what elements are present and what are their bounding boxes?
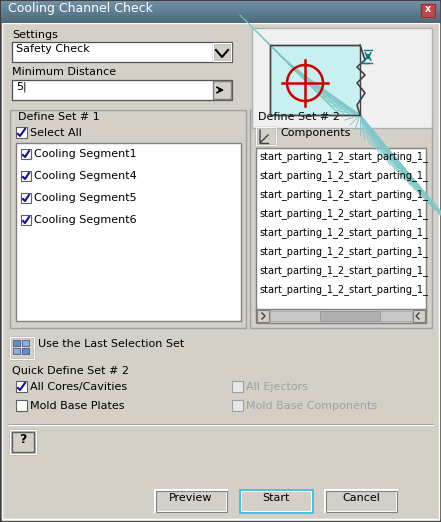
Bar	[12, 80, 232, 100]
Text: Cooling Segment1: Cooling Segment1	[34, 149, 137, 159]
Text: ?: ?	[19, 433, 27, 446]
Bar	[1, 10, 440, 11]
Bar	[13, 348, 20, 354]
Text: All Ejectors: All Ejectors	[246, 382, 308, 392]
Bar	[1, 15, 440, 17]
Bar	[326, 491, 397, 512]
Bar	[1, 21, 440, 22]
Bar	[1, 4, 440, 6]
Text: Cancel: Cancel	[342, 493, 380, 503]
Text: Start: Start	[262, 493, 290, 503]
Text: start_parting_1_2_start_parting_1_: start_parting_1_2_start_parting_1_	[259, 170, 428, 181]
Bar	[1, 12, 440, 14]
Bar	[16, 381, 27, 392]
Text: Define Set # 1: Define Set # 1	[18, 112, 100, 122]
Text: start_parting_1_2_start_parting_1_: start_parting_1_2_start_parting_1_	[259, 246, 428, 257]
Bar	[155, 490, 227, 512]
Bar	[21, 149, 31, 159]
Bar	[1, 20, 440, 21]
Bar	[1, 14, 440, 16]
Text: start_parting_1_2_start_parting_1_: start_parting_1_2_start_parting_1_	[259, 151, 428, 162]
Bar	[10, 430, 36, 454]
Bar	[241, 491, 311, 511]
Bar	[1, 19, 440, 20]
Bar	[232, 381, 243, 392]
Bar	[257, 310, 269, 322]
Text: start_parting_1_2_start_parting_1_: start_parting_1_2_start_parting_1_	[259, 265, 428, 276]
Bar	[10, 337, 34, 359]
Text: Mold Base Plates: Mold Base Plates	[30, 401, 124, 411]
Bar	[256, 309, 426, 323]
Bar	[232, 400, 243, 411]
Bar	[421, 4, 435, 17]
Bar	[156, 491, 227, 512]
Bar	[10, 337, 34, 359]
Bar	[320, 311, 380, 321]
Bar	[270, 45, 360, 115]
Bar	[16, 143, 241, 321]
Bar	[13, 340, 20, 346]
Text: Components: Components	[280, 128, 351, 138]
Bar	[1, 2, 440, 4]
Text: Minimum Distance: Minimum Distance	[12, 67, 116, 77]
Bar	[16, 127, 27, 138]
Bar	[12, 42, 232, 62]
Text: start_parting_1_2_start_parting_1_: start_parting_1_2_start_parting_1_	[259, 208, 428, 219]
Polygon shape	[357, 44, 370, 116]
Bar	[413, 310, 425, 322]
Text: Mold Base Components: Mold Base Components	[246, 401, 377, 411]
Bar	[21, 171, 31, 181]
Bar	[12, 432, 34, 452]
Bar	[1, 11, 440, 13]
Text: Cooling Segment5: Cooling Segment5	[34, 193, 137, 203]
Bar	[12, 42, 232, 62]
Text: Define Set # 2: Define Set # 2	[258, 112, 340, 122]
Bar	[1, 18, 440, 19]
Text: Quick Define Set # 2: Quick Define Set # 2	[12, 366, 129, 376]
Text: Use the Last Selection Set: Use the Last Selection Set	[38, 339, 184, 349]
Bar	[10, 430, 36, 454]
Text: 5|: 5|	[16, 82, 26, 92]
Bar	[12, 80, 232, 100]
Bar	[1, 6, 440, 8]
Bar	[1, 8, 440, 9]
Text: start_parting_1_2_start_parting_1_: start_parting_1_2_start_parting_1_	[259, 284, 428, 295]
Bar	[10, 110, 246, 328]
Text: start_parting_1_2_start_parting_1_: start_parting_1_2_start_parting_1_	[259, 227, 428, 238]
Bar	[1, 3, 440, 5]
Bar	[213, 81, 231, 99]
Bar	[252, 28, 432, 128]
Bar	[1, 9, 440, 10]
Text: Cooling Channel Check: Cooling Channel Check	[8, 2, 153, 15]
Text: Select All: Select All	[30, 128, 82, 138]
Text: start_parting_1_2_start_parting_1_: start_parting_1_2_start_parting_1_	[259, 189, 428, 200]
Bar	[21, 193, 31, 203]
Bar	[256, 127, 276, 145]
Bar	[22, 348, 29, 354]
Bar	[21, 215, 31, 225]
Bar	[250, 110, 432, 328]
Bar	[1, 16, 440, 18]
Text: All Cores/Cavities: All Cores/Cavities	[30, 382, 127, 392]
Text: Safety Check: Safety Check	[16, 44, 90, 54]
Text: Cooling Segment4: Cooling Segment4	[34, 171, 137, 181]
Text: Preview: Preview	[169, 493, 213, 503]
Bar	[256, 127, 276, 145]
Bar	[1, 13, 440, 15]
Bar	[240, 490, 312, 512]
Bar	[256, 148, 426, 312]
Bar	[22, 340, 29, 346]
Bar	[16, 400, 27, 411]
Text: Settings: Settings	[12, 30, 58, 40]
Bar	[270, 311, 412, 321]
Bar	[1, 1, 440, 3]
Text: Cooling Segment6: Cooling Segment6	[34, 215, 137, 225]
Text: x: x	[425, 4, 431, 14]
Bar	[1, 22, 440, 23]
Bar	[213, 43, 231, 61]
Bar	[213, 43, 231, 61]
Bar	[325, 490, 397, 512]
Polygon shape	[357, 45, 365, 115]
Bar	[1, 5, 440, 7]
